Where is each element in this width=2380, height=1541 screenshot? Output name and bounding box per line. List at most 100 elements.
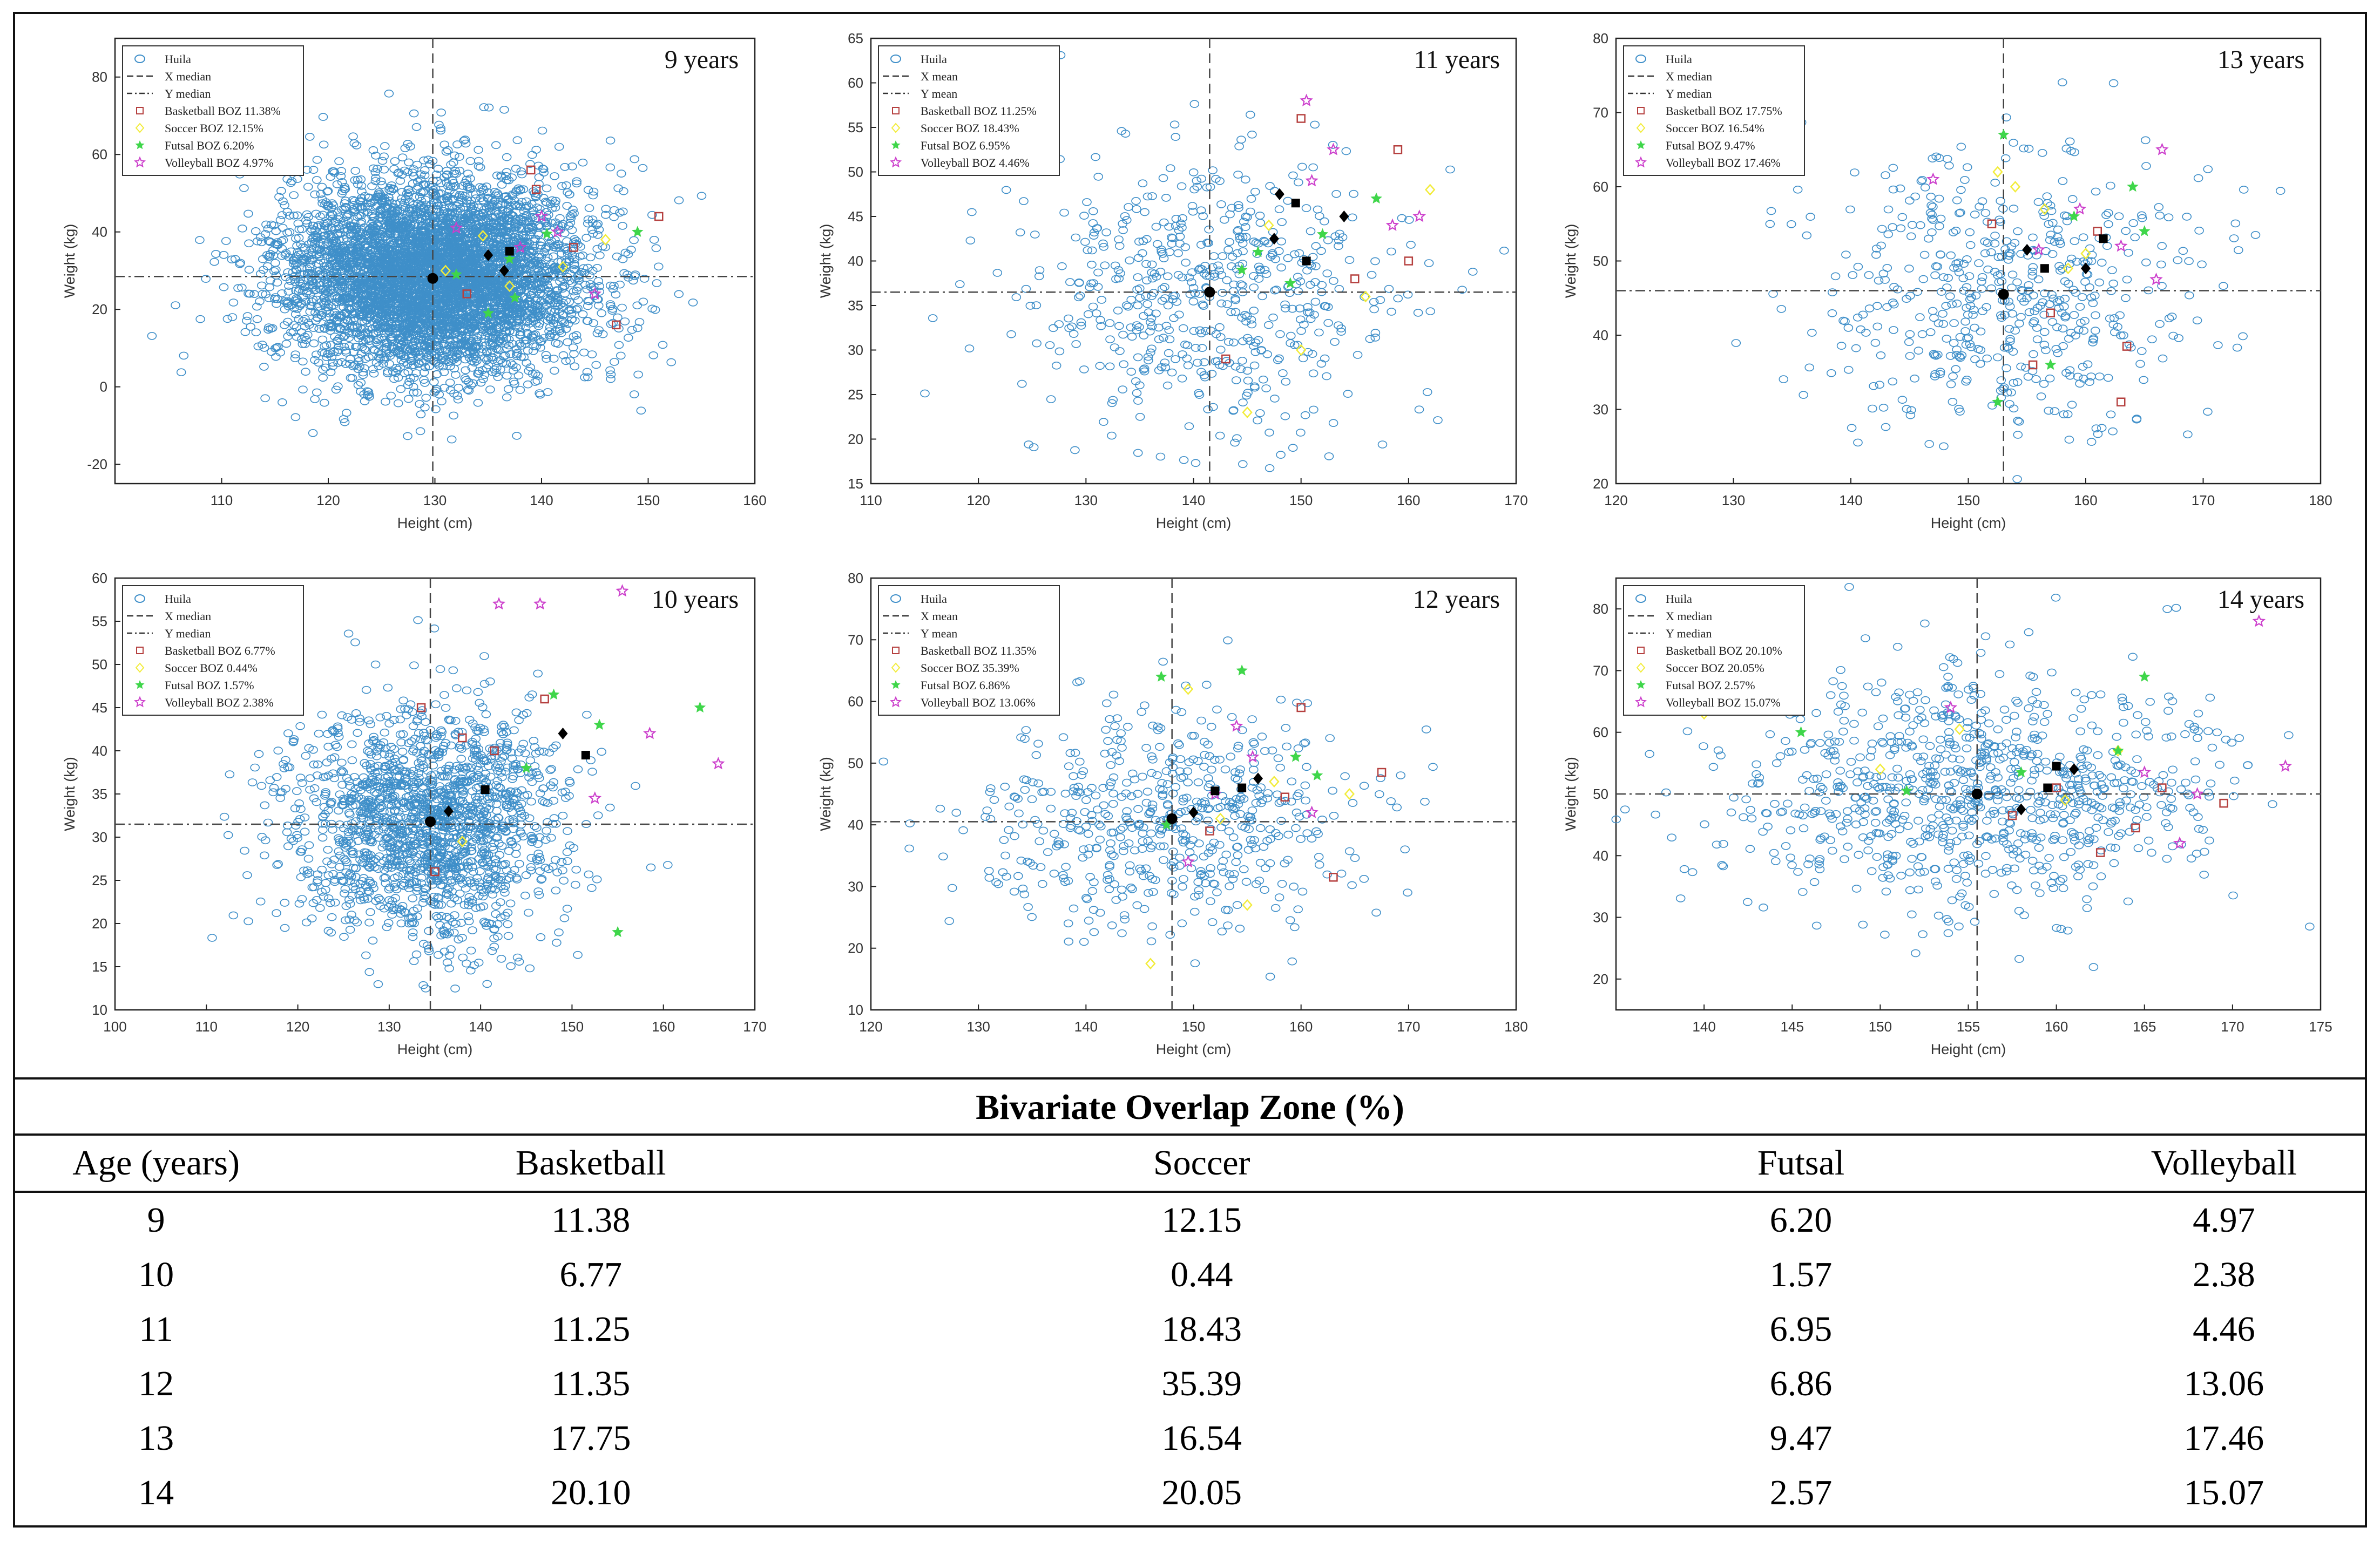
population-point	[303, 182, 313, 191]
population-point	[516, 285, 526, 294]
population-point	[320, 293, 330, 302]
population-point	[516, 328, 526, 337]
population-point	[511, 165, 521, 173]
population-point	[281, 273, 291, 281]
population-point	[292, 211, 302, 220]
population-point	[395, 273, 405, 282]
x-tick-label: 160	[743, 492, 766, 508]
population-point	[651, 244, 661, 253]
population-point	[516, 267, 526, 275]
population-point	[302, 264, 312, 273]
population-point	[259, 344, 269, 352]
population-point	[468, 379, 478, 388]
population-point	[297, 263, 307, 272]
population-point	[497, 180, 507, 189]
population-point	[517, 224, 527, 233]
population-point	[352, 323, 362, 332]
population-point	[179, 351, 189, 360]
population-point	[336, 324, 346, 332]
population-point	[483, 234, 493, 242]
population-point	[264, 253, 274, 261]
population-point	[405, 198, 415, 206]
population-point	[294, 315, 303, 323]
population-point	[557, 182, 567, 190]
population-point	[502, 168, 512, 176]
population-point	[323, 187, 333, 195]
population-point	[427, 200, 436, 209]
population-point	[439, 335, 449, 343]
population-point	[543, 295, 552, 303]
population-point	[542, 199, 552, 207]
population-point	[513, 371, 524, 380]
population-point	[400, 166, 410, 175]
population-point	[346, 316, 356, 325]
population-point	[572, 287, 582, 295]
population-point	[242, 316, 252, 325]
population-point	[397, 153, 408, 162]
population-point	[557, 283, 567, 291]
population-point	[339, 235, 349, 243]
population-point	[380, 329, 390, 337]
population-point	[450, 286, 460, 294]
population-point	[589, 319, 598, 327]
population-point	[277, 289, 287, 297]
population-point	[533, 322, 544, 330]
population-point	[538, 164, 548, 173]
population-point	[463, 385, 473, 394]
population-point	[347, 277, 357, 286]
population-point	[594, 288, 605, 296]
population-point	[334, 157, 344, 165]
population-point	[221, 237, 231, 245]
population-point	[403, 381, 413, 389]
population-point	[573, 296, 583, 304]
population-point	[464, 386, 474, 395]
population-point	[523, 250, 533, 259]
population-point	[283, 332, 293, 341]
population-point	[425, 160, 435, 168]
population-point	[571, 331, 582, 340]
population-point	[356, 331, 366, 340]
population-point	[392, 237, 402, 245]
population-point	[533, 371, 543, 380]
population-point	[633, 370, 643, 379]
population-point	[382, 203, 392, 212]
population-point	[317, 195, 327, 203]
population-point	[495, 335, 505, 343]
population-point	[421, 321, 431, 329]
population-point	[456, 214, 466, 223]
population-point	[364, 337, 374, 345]
population-point	[620, 248, 631, 257]
population-point	[623, 250, 633, 259]
population-point	[374, 188, 384, 196]
population-point	[466, 215, 477, 223]
population-point	[290, 310, 301, 318]
population-point	[567, 162, 577, 171]
population-point	[606, 375, 616, 383]
population-point	[420, 379, 430, 387]
population-point	[569, 350, 579, 358]
population-point	[326, 233, 336, 241]
population-point	[362, 316, 372, 324]
population-point	[442, 294, 452, 302]
population-point	[585, 271, 594, 280]
population-point	[398, 256, 409, 264]
population-point	[395, 363, 405, 371]
population-point	[593, 220, 603, 228]
population-point	[595, 251, 605, 260]
population-point	[314, 358, 323, 367]
population-point	[479, 295, 490, 303]
population-point	[449, 355, 459, 364]
population-point	[563, 338, 572, 347]
population-point	[474, 162, 484, 171]
population-point	[425, 254, 436, 263]
population-point	[372, 165, 382, 173]
population-point	[519, 265, 529, 273]
population-point	[405, 320, 415, 328]
y-tick-label: 60	[92, 146, 107, 162]
population-point	[627, 325, 637, 334]
population-point	[308, 429, 318, 437]
population-point	[356, 181, 367, 190]
population-point	[544, 327, 554, 336]
population-point	[424, 362, 435, 370]
population-point	[367, 324, 377, 333]
